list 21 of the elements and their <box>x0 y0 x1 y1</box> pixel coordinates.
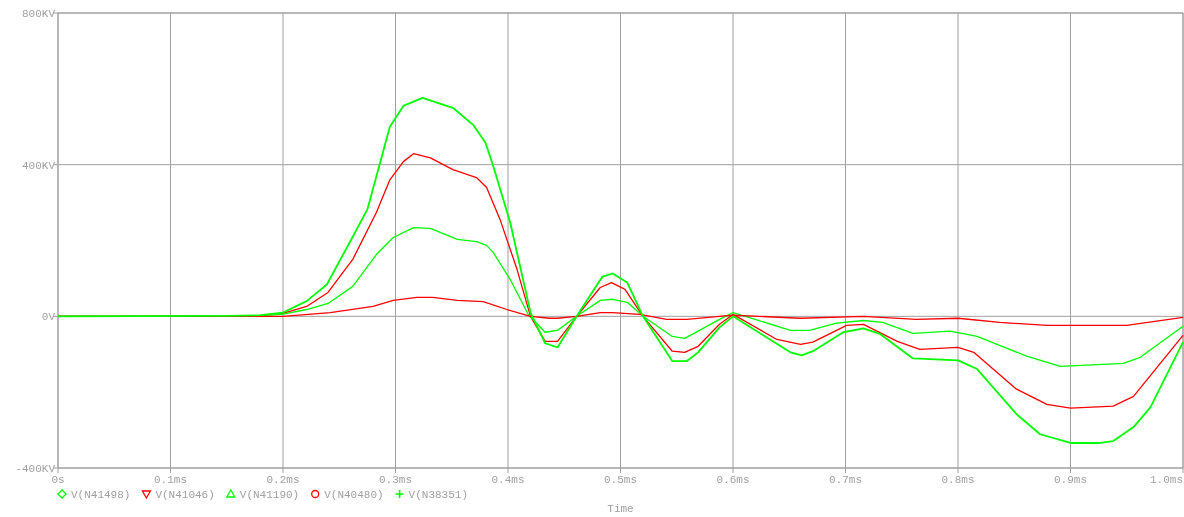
x-tick-label: 0.9ms <box>1053 474 1088 486</box>
legend-label: V(N41046) <box>155 489 215 501</box>
x-tick-label: 0.1ms <box>153 474 188 486</box>
x-tick-label: 0.4ms <box>491 474 525 486</box>
y-tick-label: 0V <box>41 311 56 324</box>
x-tick-label: 0.3ms <box>378 474 413 486</box>
x-tick-label: 0.7ms <box>828 474 863 486</box>
x-tick-label: 0.8ms <box>941 474 975 486</box>
x-tick-label: 1.0ms <box>1149 474 1183 486</box>
x-tick-label: 0.2ms <box>266 474 300 486</box>
legend-label: V(N40480) <box>324 489 384 501</box>
x-tick-label: 0s <box>51 474 65 486</box>
x-tick-label: 0.5ms <box>603 474 638 486</box>
y-tick-label: 800KV <box>21 8 56 20</box>
y-tick-label: 400KV <box>21 159 56 172</box>
legend-label: V(N41190) <box>239 489 300 501</box>
legend-label: V(N38351) <box>408 489 469 501</box>
x-axis-title: Time <box>607 503 634 515</box>
y-tick-label: -400KV <box>15 463 56 475</box>
legend-label: V(N41498) <box>71 489 131 501</box>
x-tick-label: 0.6ms <box>716 474 750 486</box>
